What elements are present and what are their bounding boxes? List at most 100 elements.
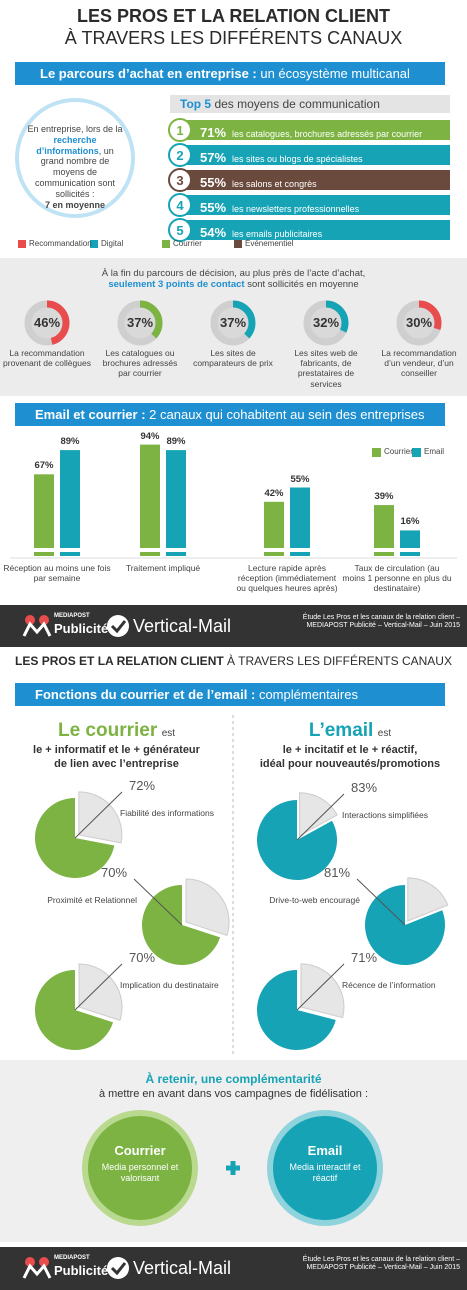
band xyxy=(0,1060,467,1242)
rank: 1 xyxy=(176,123,184,138)
top5-header xyxy=(170,95,450,113)
brand: Vertical-Mail xyxy=(133,1258,232,1278)
brand: MEDIAPOST xyxy=(54,613,90,619)
ring-arc xyxy=(117,300,163,346)
highlight: seulement 3 points de contact xyxy=(108,279,245,291)
legend-label: Événementiel xyxy=(245,239,294,248)
rank-circle xyxy=(168,118,192,142)
legend-swatch xyxy=(412,448,421,457)
legend-swatch xyxy=(234,240,242,248)
pie-label: 71% xyxy=(350,950,378,965)
circle-text: En entreprise, lors de la recherche d’in… xyxy=(27,124,123,210)
top5-text: 55% les salons et congrès xyxy=(200,173,317,192)
retenir-title: À retenir, une complémentarité xyxy=(145,1072,322,1086)
bar xyxy=(290,487,310,548)
banner-text: un écosystème multicanal xyxy=(260,66,410,81)
top5-bar xyxy=(180,220,450,240)
ring-text: La recommandation d’un vendeur, d’un con… xyxy=(381,348,457,379)
text: À la fin du parcours de décision, au plu… xyxy=(101,268,366,279)
top5-text: 54% les emails publicitaires xyxy=(200,223,322,242)
legend-label: Email xyxy=(424,447,445,456)
value-label: 67% xyxy=(34,460,54,472)
pie-text: Fiabilité des informations xyxy=(120,808,215,818)
legend-label: Courrier xyxy=(384,447,413,456)
pie-slice xyxy=(257,970,336,1050)
footer-bg xyxy=(0,605,467,647)
highlight: recherche d’informations xyxy=(36,134,99,156)
credit: Étude Les Pros et les canaux de la relat… xyxy=(302,614,460,630)
mediapost-logo xyxy=(22,615,52,637)
banner-bold: Le parcours d’achat en entreprise : xyxy=(40,66,257,81)
pie-label: 70% xyxy=(100,865,128,880)
tagline: de lien avec l’entreprise xyxy=(54,758,179,770)
banner: Fonctions du courrier et de l’email : co… xyxy=(35,687,358,703)
bar-stub xyxy=(290,552,310,556)
top5-label: les sites ou blogs de spécialistes xyxy=(232,154,363,164)
email-heading: L’email est xyxy=(233,720,467,743)
bar xyxy=(60,450,80,548)
legend-swatch xyxy=(18,240,26,248)
value-label: 42% xyxy=(264,487,284,499)
top5-label: les salons et congrès xyxy=(232,179,317,189)
pie-text: Interactions simplifiées xyxy=(342,810,428,820)
pie-remainder xyxy=(78,791,123,844)
ring-text: Les catalogues ou brochures adressés par… xyxy=(102,348,178,379)
legend-swatch xyxy=(90,240,98,248)
banner-bold: Fonctions du courrier et de l’email : xyxy=(35,687,256,702)
ring-text: Les sites web de fabricants, de prestata… xyxy=(294,348,358,389)
top5-value: 55% xyxy=(200,175,227,190)
banner-bg xyxy=(15,683,445,706)
ring-text: Les sites de comparateurs de prix xyxy=(193,348,273,369)
ring-arc xyxy=(303,300,349,346)
pie-text: Récence de l’information xyxy=(342,980,436,990)
retenir-heading: Courrier xyxy=(114,1143,166,1158)
pie-label: 72% xyxy=(128,778,156,793)
leader xyxy=(133,878,183,926)
courrier-heading: Le courrier est xyxy=(0,720,233,743)
brand: Publicité xyxy=(54,1263,109,1278)
x-tick-label: Traitement impliqué xyxy=(125,563,201,573)
banner-text: 2 canaux qui cohabitent au sein des entr… xyxy=(149,407,425,422)
bar-stub xyxy=(34,552,54,556)
top5-bar xyxy=(180,120,450,140)
text: est xyxy=(377,728,392,739)
bar-stub xyxy=(60,552,80,556)
rank-circle xyxy=(168,218,192,242)
points-intro: À la fin du parcours de décision, au plu… xyxy=(0,268,467,291)
ring-arc xyxy=(396,300,442,346)
retenir-text: Media interactif et réactif xyxy=(289,1162,361,1183)
legend-swatch xyxy=(162,240,170,248)
retenir-heading: Email xyxy=(307,1143,343,1158)
pie-text: Implication du destinataire xyxy=(120,980,219,990)
top5-bar xyxy=(180,145,450,165)
ring-label: 37% xyxy=(126,315,154,330)
ring-text: La recommandation provenant de collègues xyxy=(3,348,91,369)
pie-slice xyxy=(256,800,337,880)
banner-text: complémentaires xyxy=(258,687,358,702)
banner: Email et courrier : 2 canaux qui cohabit… xyxy=(35,407,425,423)
leader xyxy=(296,963,345,1011)
pie-slice xyxy=(34,798,115,878)
value-label: 89% xyxy=(60,436,80,448)
bar-stub xyxy=(374,552,394,556)
bar xyxy=(400,530,420,548)
retenir-subtitle: à mettre en avant dans vos campagnes de … xyxy=(98,1088,369,1100)
legend-label: Courrier xyxy=(173,239,202,248)
text: À TRAVERS LES DIFFÉRENTS CANAUX xyxy=(227,654,452,668)
rank: 5 xyxy=(176,223,184,238)
top5-value: 54% xyxy=(200,225,227,240)
title: À TRAVERS LES DIFFÉRENTS CANAUX xyxy=(64,28,403,48)
pie-remainder xyxy=(78,963,123,1021)
ring-label: 30% xyxy=(405,315,433,330)
pie-slice xyxy=(34,970,114,1050)
value-label: 39% xyxy=(374,491,394,503)
vm-logo xyxy=(107,1257,129,1279)
credit: Étude Les Pros et les canaux de la relat… xyxy=(302,1256,460,1272)
retenir-text: Media personnel et valorisant xyxy=(101,1162,179,1183)
leader xyxy=(74,963,123,1011)
rank: 4 xyxy=(176,198,184,213)
top5-text: 55% les newsletters professionnelles xyxy=(200,198,359,217)
top5-label: les newsletters professionnelles xyxy=(232,204,360,214)
value-label: 16% xyxy=(400,516,420,528)
